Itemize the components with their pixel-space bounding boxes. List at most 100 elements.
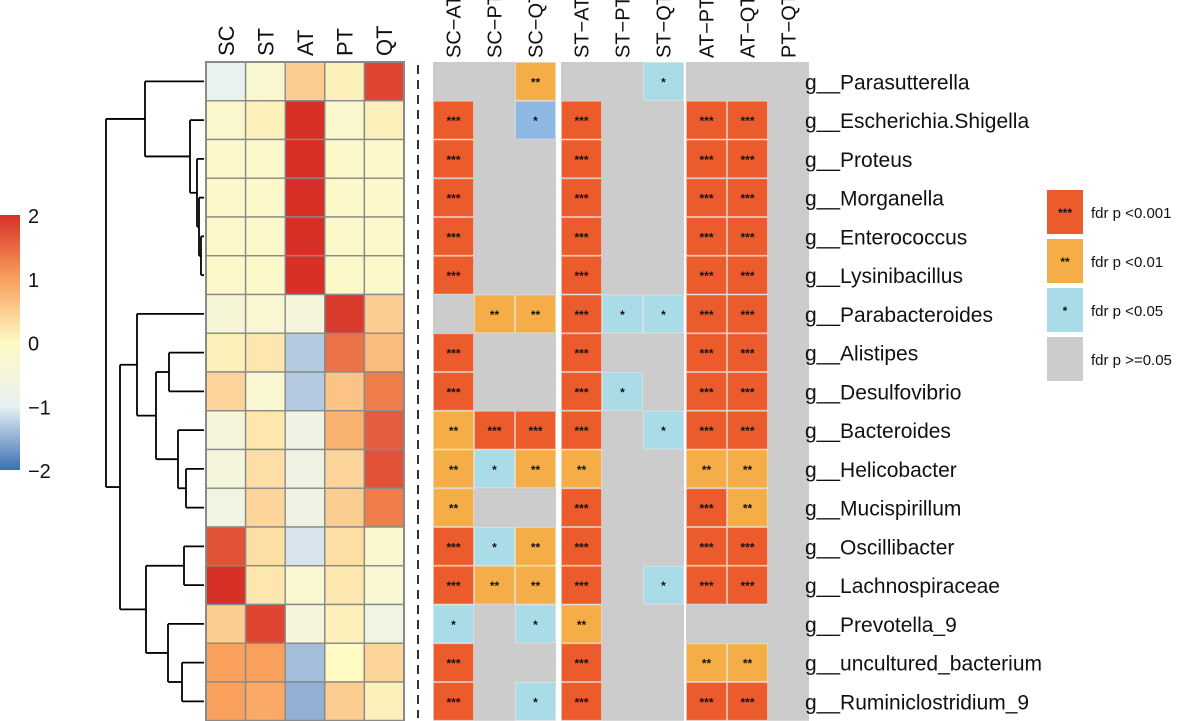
significance-cell [561,294,602,334]
legend-symbol: * [1063,304,1068,318]
significance-cell [474,565,515,605]
significance-mark: *** [574,114,588,128]
group-header: QT [372,25,397,56]
significance-mark: *** [699,114,713,128]
heatmap-cell [363,61,405,102]
significance-mark: *** [740,347,754,361]
significance-cell [561,527,602,566]
significance-cell [433,372,474,411]
significance-cell [561,682,602,721]
heatmap-cell [205,487,247,528]
significance-cell [727,372,768,411]
significance-mark: *** [699,308,713,322]
heatmap-cell [244,487,286,528]
heatmap-cell [284,177,326,218]
significance-cell [643,62,684,101]
significance-mark: *** [699,347,713,361]
significance-mark: *** [699,230,713,244]
significance-cell [515,682,556,721]
significance-mark: ** [577,463,587,477]
heatmap-cell [284,603,326,644]
heatmap-cell [244,603,286,644]
significance-mark: * [492,463,497,477]
heatmap-cell [205,216,247,257]
heatmap-cell [205,565,247,606]
significance-cell [433,178,474,217]
significance-cell [727,527,768,566]
significance-cell [515,449,556,489]
significance-panels: ** **** * *** *** ****** *** *** ****** *** *** ***… [433,0,809,721]
significance-mark: *** [574,385,588,399]
heatmap-cell [244,526,286,567]
significance-cell [515,100,556,140]
significance-cell [515,410,556,450]
comparison-header: ST−PT [613,0,635,58]
heatmap-cell [324,603,366,644]
genus-label: g__Bacteroides [805,420,951,443]
heatmap-cell [244,410,286,451]
significance-cell [561,100,602,140]
heatmap-cell [324,487,366,528]
heatmap-cell [284,100,326,141]
significance-mark: *** [446,114,460,128]
heatmap-cell [244,293,286,334]
comparison-header: AT−PT [697,0,719,58]
significance-cell [686,488,727,527]
significance-cell [561,565,602,605]
heatmap-cell [324,371,366,412]
significance-mark: *** [740,192,754,206]
heatmap-cell [324,526,366,567]
legend-label: fdr p <0.01 [1091,254,1163,271]
heatmap-cell [363,603,405,644]
heatmap-cell [205,642,247,683]
heatmap-cell [324,293,366,334]
heatmap-cell [205,138,247,179]
heatmap-cell [284,681,326,721]
heatmap-cell [205,61,247,102]
legend-symbol: ** [1060,255,1070,269]
heatmap-cell [363,177,405,218]
genus-label: g__Lachnospiraceae [805,575,1000,598]
group-header: SC [214,25,239,56]
significance-mark: *** [487,424,501,438]
zscore-heatmap: SC ST AT PT QT [205,25,405,721]
heatmap-cell [363,410,405,451]
heatmap-cell [244,681,286,721]
significance-mark: * [661,308,666,322]
significance-mark: *** [699,153,713,167]
heatmap-cell [284,526,326,567]
legend-swatch [1047,337,1083,381]
significance-cell [686,255,727,295]
heatmap-cell [363,371,405,412]
genus-label: g__Desulfovibrio [805,381,961,404]
heatmap-cell [324,448,366,489]
significance-mark: ** [531,579,541,593]
heatmap-cell [284,61,326,102]
significance-mark: *** [740,114,754,128]
significance-mark: *** [740,153,754,167]
heatmap-cell [244,565,286,606]
significance-mark: *** [740,424,754,438]
significance-cell [686,217,727,256]
genus-label: g__Escherichia.Shigella [805,110,1029,133]
significance-cell [727,255,768,295]
heatmap-cell [205,410,247,451]
comparison-header: SC−QT [526,0,548,58]
significance-cell [433,527,474,566]
genus-label: g__Ruminiclostridium_9 [805,691,1029,714]
significance-cell [474,527,515,566]
significance-mark: *** [446,657,460,671]
heatmap-cell [205,526,247,567]
significance-mark: * [533,114,538,128]
significance-cell [727,449,768,489]
significance-cell [686,372,727,411]
significance-cell [474,410,515,450]
heatmap-cell [284,565,326,606]
significance-cell [561,643,602,682]
significance-mark: *** [574,153,588,167]
heatmap-cell [284,293,326,334]
heatmap-cell [324,100,366,141]
heatmap-cell [363,100,405,141]
significance-mark: ** [743,463,753,477]
heatmap-cell [363,216,405,257]
